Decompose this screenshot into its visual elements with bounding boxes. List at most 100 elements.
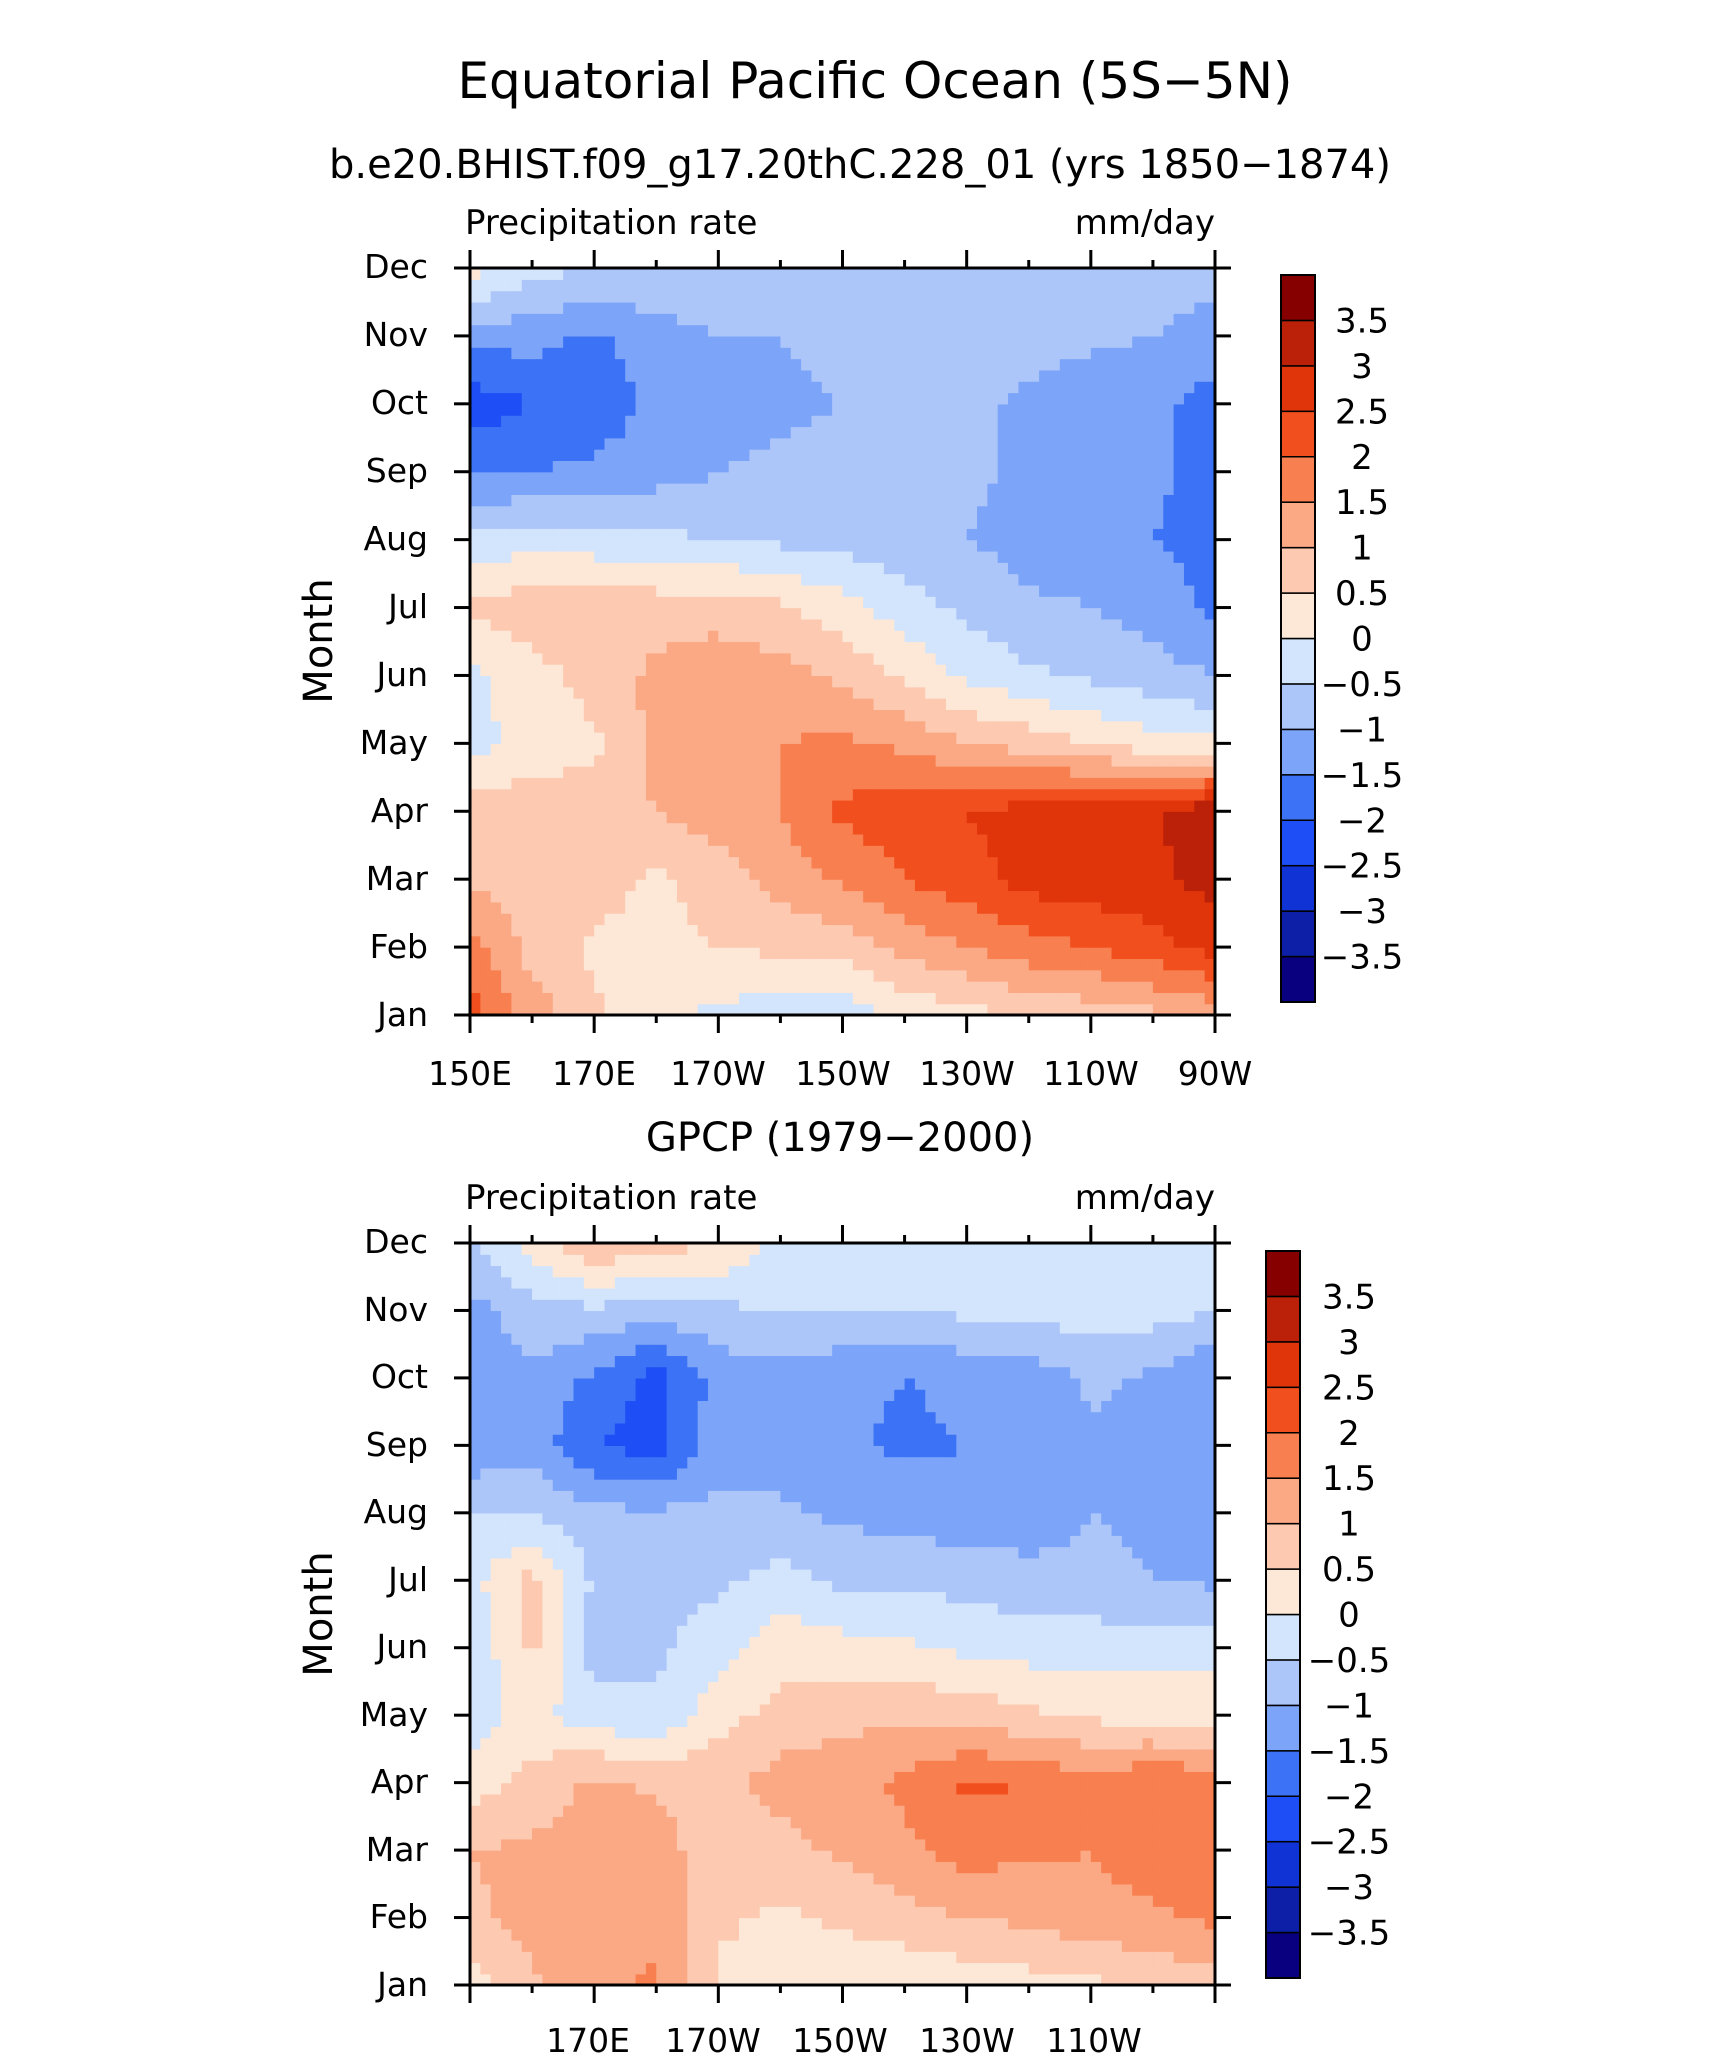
colorbar-swatch	[1281, 502, 1315, 547]
heatmap-cell	[1070, 359, 1081, 371]
heatmap-cell	[542, 868, 553, 880]
heatmap-cell	[987, 766, 998, 778]
heatmap-cell	[770, 834, 781, 846]
heatmap-cell	[967, 449, 978, 461]
heatmap-cell	[1080, 857, 1091, 869]
heatmap-cell	[863, 517, 874, 529]
heatmap-cell	[698, 709, 709, 721]
colorbar-swatch	[1281, 411, 1315, 456]
heatmap-cell	[1112, 902, 1123, 914]
heatmap-cell	[698, 325, 709, 337]
heatmap-cell	[780, 494, 791, 506]
heatmap-cell	[977, 415, 988, 427]
heatmap-cell	[1029, 404, 1040, 416]
heatmap-cell	[1029, 698, 1040, 710]
heatmap-cell	[646, 664, 657, 676]
heatmap-cell	[822, 268, 833, 280]
heatmap-cell	[718, 913, 729, 925]
heatmap-cell	[1091, 958, 1102, 970]
heatmap-cell	[1153, 472, 1164, 484]
heatmap-cell	[987, 528, 998, 540]
heatmap-cell	[677, 936, 688, 948]
heatmap-cell	[511, 325, 522, 337]
heatmap-cell	[1132, 438, 1143, 450]
heatmap-cell	[563, 936, 574, 948]
heatmap-cell	[542, 291, 553, 303]
heatmap-cell	[470, 687, 481, 699]
heatmap-cell	[594, 370, 605, 382]
heatmap-cell	[905, 359, 916, 371]
heatmap-cell	[636, 596, 647, 608]
heatmap-cell	[1132, 936, 1143, 948]
heatmap-cell	[843, 574, 854, 586]
heatmap-cell	[843, 347, 854, 359]
heatmap-cell	[1029, 438, 1040, 450]
heatmap-cell	[1080, 755, 1091, 767]
heatmap-cell	[1122, 743, 1133, 755]
heatmap-cell	[1049, 721, 1060, 733]
heatmap-cell	[811, 393, 822, 405]
heatmap-cell	[749, 325, 760, 337]
heatmap-cell	[542, 438, 553, 450]
heatmap-cell	[946, 630, 957, 642]
heatmap-cell	[636, 325, 647, 337]
heatmap-cell	[1174, 325, 1185, 337]
heatmap-cell	[905, 302, 916, 314]
heatmap-cell	[656, 302, 667, 314]
heatmap-cell	[636, 958, 647, 970]
heatmap-cell	[915, 359, 926, 371]
heatmap-cell	[1122, 868, 1133, 880]
heatmap-cell	[1143, 630, 1154, 642]
heatmap-cell	[780, 721, 791, 733]
heatmap-cell	[729, 472, 740, 484]
heatmap-cell	[884, 393, 895, 405]
heatmap-cell	[1143, 924, 1154, 936]
heatmap-cell	[925, 913, 936, 925]
heatmap-cell	[749, 902, 760, 914]
heatmap-cell	[1174, 958, 1185, 970]
heatmap-cell	[698, 562, 709, 574]
heatmap-cell	[553, 347, 564, 359]
heatmap-cell	[1080, 370, 1091, 382]
heatmap-cell	[605, 279, 616, 291]
heatmap-cell	[801, 370, 812, 382]
heatmap-cell	[967, 494, 978, 506]
heatmap-cell	[1143, 913, 1154, 925]
heatmap-cell	[501, 517, 512, 529]
heatmap-cell	[729, 958, 740, 970]
heatmap-cell	[977, 279, 988, 291]
heatmap-cell	[770, 947, 781, 959]
heatmap-cell	[708, 732, 719, 744]
heatmap-cell	[646, 291, 657, 303]
heatmap-cell	[1070, 494, 1081, 506]
heatmap-cell	[470, 834, 481, 846]
heatmap-cell	[1143, 811, 1154, 823]
heatmap-cell	[843, 970, 854, 982]
heatmap-cell	[811, 517, 822, 529]
heatmap-cell	[946, 325, 957, 337]
heatmap-cell	[1132, 551, 1143, 563]
heatmap-cell	[625, 675, 636, 687]
heatmap-cell	[470, 619, 481, 631]
heatmap-cell	[1070, 698, 1081, 710]
heatmap-cell	[780, 924, 791, 936]
heatmap-cell	[801, 460, 812, 472]
heatmap-cell	[677, 664, 688, 676]
heatmap-cell	[563, 393, 574, 405]
heatmap-cell	[843, 415, 854, 427]
heatmap-cell	[956, 359, 967, 371]
heatmap-cell	[1194, 823, 1205, 835]
heatmap-cell	[1122, 902, 1133, 914]
heatmap-cell	[760, 958, 771, 970]
heatmap-cell	[594, 359, 605, 371]
heatmap-cell	[615, 1963, 626, 1975]
heatmap-cell	[1143, 777, 1154, 789]
colorbar-swatch	[1281, 639, 1315, 684]
heatmap-cell	[1091, 619, 1102, 631]
heatmap-cell	[1122, 687, 1133, 699]
heatmap-cell	[667, 834, 678, 846]
heatmap-cell	[1039, 415, 1050, 427]
heatmap-cell	[563, 902, 574, 914]
heatmap-cell	[1060, 302, 1071, 314]
heatmap-cell	[1194, 517, 1205, 529]
